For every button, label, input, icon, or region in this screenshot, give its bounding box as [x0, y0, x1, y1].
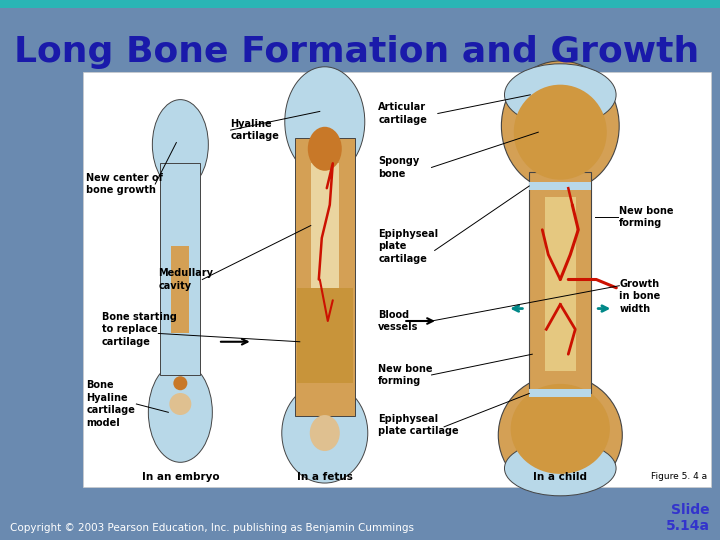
Bar [529, 182, 591, 190]
Ellipse shape [174, 376, 187, 390]
Text: In an embryo: In an embryo [142, 471, 219, 482]
Text: Bone
Hyaline
cartilage
model: Bone Hyaline cartilage model [86, 380, 135, 428]
Text: In a fetus: In a fetus [297, 471, 353, 482]
Text: Copyright © 2003 Pearson Education, Inc. publishing as Benjamin Cummings: Copyright © 2003 Pearson Education, Inc.… [10, 523, 414, 533]
Ellipse shape [153, 99, 208, 190]
Ellipse shape [169, 393, 192, 415]
Text: New center of
bone growth: New center of bone growth [86, 173, 163, 195]
Ellipse shape [498, 375, 622, 495]
Bar [311, 163, 339, 288]
Text: Slide
5.14a: Slide 5.14a [666, 503, 710, 533]
Ellipse shape [148, 362, 212, 462]
Text: New bone
forming: New bone forming [378, 364, 433, 386]
Text: New bone
forming: New bone forming [619, 206, 674, 228]
Bar [529, 172, 591, 400]
Bar [297, 288, 353, 383]
Ellipse shape [514, 85, 607, 180]
Bar [161, 163, 200, 375]
Ellipse shape [510, 384, 610, 474]
Text: Blood
vessels: Blood vessels [378, 310, 418, 332]
Bar [294, 138, 355, 416]
Bar [83, 72, 711, 487]
Text: Spongy
bone: Spongy bone [378, 156, 420, 179]
Bar [545, 197, 576, 371]
Ellipse shape [310, 415, 340, 451]
Text: Bone starting
to replace
cartilage: Bone starting to replace cartilage [102, 312, 176, 347]
Text: Articular
cartilage: Articular cartilage [378, 102, 427, 125]
Bar [171, 246, 189, 333]
Ellipse shape [501, 61, 619, 191]
Ellipse shape [282, 383, 368, 483]
Text: In a child: In a child [534, 471, 588, 482]
Text: Epiphyseal
plate cartilage: Epiphyseal plate cartilage [378, 414, 459, 436]
Text: Medullary
cavity: Medullary cavity [158, 268, 213, 291]
Bar [529, 389, 591, 397]
Text: Figure 5. 4 a: Figure 5. 4 a [651, 472, 707, 481]
Text: Growth
in bone
width: Growth in bone width [619, 279, 660, 314]
Text: Long Bone Formation and Growth: Long Bone Formation and Growth [14, 35, 699, 69]
Ellipse shape [285, 67, 365, 177]
Text: Epiphyseal
plate
cartilage: Epiphyseal plate cartilage [378, 229, 438, 264]
Bar [0, 0, 720, 8]
Text: Hyaline
cartilage: Hyaline cartilage [230, 119, 279, 141]
Ellipse shape [307, 127, 342, 171]
Ellipse shape [505, 441, 616, 496]
Ellipse shape [505, 64, 616, 126]
